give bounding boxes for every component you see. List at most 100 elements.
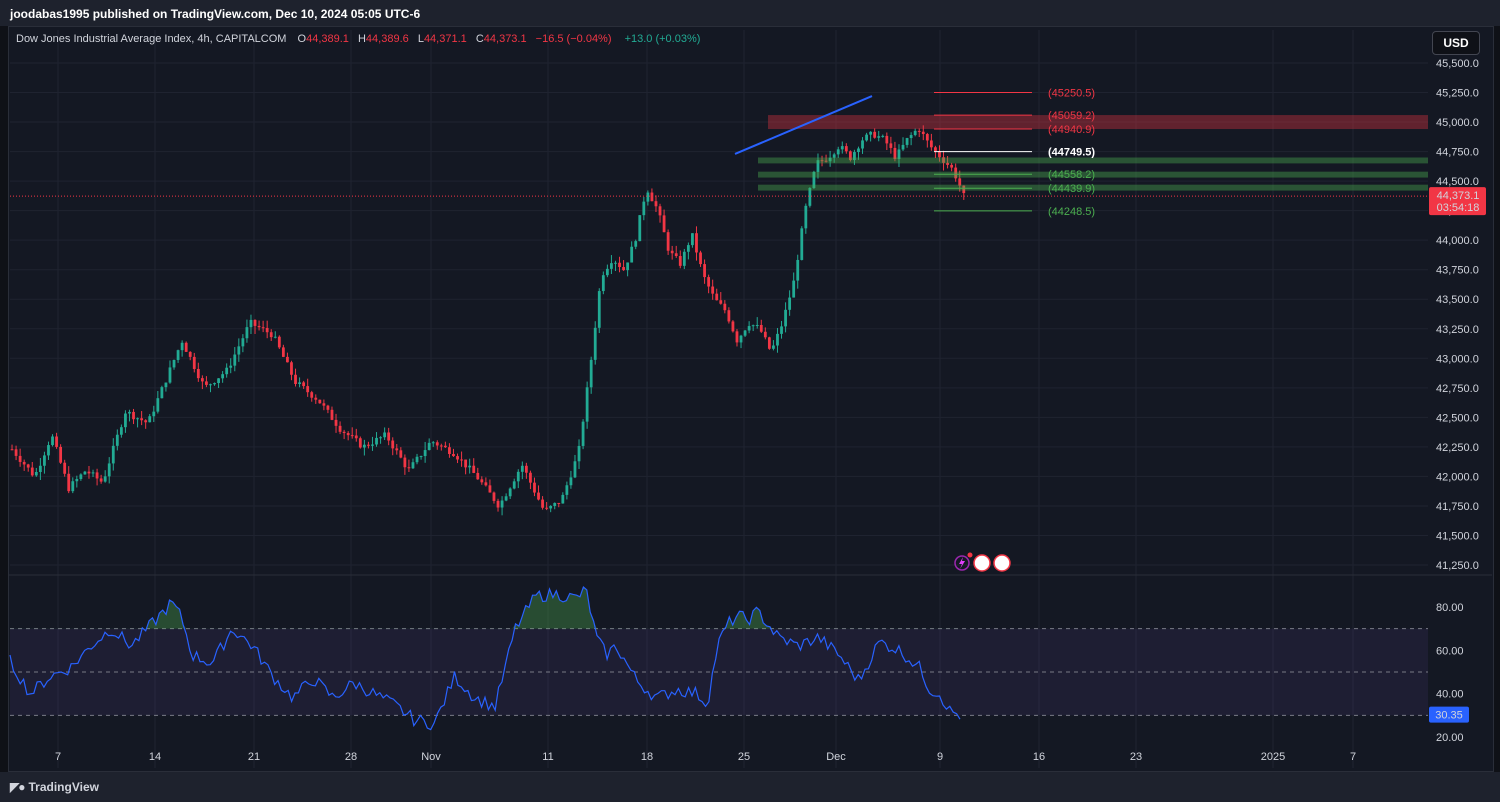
candle bbox=[460, 451, 463, 467]
time-tick-label: 25 bbox=[738, 751, 750, 763]
candle bbox=[796, 254, 800, 289]
price-tick-label: 44,500.0 bbox=[1436, 176, 1479, 188]
candle bbox=[91, 469, 95, 478]
price-tick-label: 45,500.0 bbox=[1436, 58, 1479, 70]
candle-body bbox=[419, 456, 423, 458]
currency-button[interactable]: USD bbox=[1432, 31, 1480, 55]
candle-body bbox=[589, 359, 593, 388]
candle bbox=[917, 128, 921, 138]
candle bbox=[192, 352, 196, 373]
tradingview-logo[interactable]: ◤● TradingView bbox=[10, 780, 99, 794]
candle bbox=[601, 271, 605, 295]
candle bbox=[281, 344, 285, 358]
candle-body bbox=[290, 362, 293, 375]
price-tick-label: 42,000.0 bbox=[1436, 471, 1479, 483]
candle-body bbox=[929, 140, 933, 148]
candle bbox=[808, 187, 812, 208]
candle-body bbox=[857, 148, 860, 153]
close-key: C bbox=[475, 33, 484, 45]
candle-body bbox=[824, 160, 828, 162]
candle-body bbox=[962, 185, 966, 194]
candle-body bbox=[111, 445, 115, 464]
candle bbox=[43, 451, 46, 474]
candle bbox=[533, 477, 536, 497]
candle-body bbox=[520, 465, 524, 472]
candle-body bbox=[901, 144, 905, 150]
price-tick-label: 42,250.0 bbox=[1436, 442, 1479, 454]
candle bbox=[763, 327, 767, 340]
candle bbox=[682, 248, 686, 270]
candle-body bbox=[934, 147, 937, 152]
candle bbox=[140, 411, 144, 426]
change-value: −16.5 (−0.04%) bbox=[535, 33, 612, 45]
candle-body bbox=[83, 471, 87, 475]
candle-body bbox=[537, 492, 540, 500]
candle bbox=[439, 443, 443, 451]
candle-body bbox=[403, 457, 407, 468]
candle-body bbox=[731, 321, 735, 332]
candle bbox=[115, 429, 119, 451]
candle bbox=[529, 470, 532, 490]
candle-body bbox=[55, 436, 58, 447]
trendline bbox=[734, 95, 873, 155]
candle bbox=[573, 454, 577, 479]
candle-body bbox=[812, 171, 816, 188]
candle bbox=[330, 406, 334, 421]
candle bbox=[407, 459, 411, 472]
rsi-tick-label: 60.00 bbox=[1436, 645, 1464, 657]
candle-body bbox=[800, 228, 804, 260]
candle bbox=[472, 458, 476, 474]
candle bbox=[310, 390, 314, 402]
candle bbox=[678, 250, 682, 269]
candle-body bbox=[545, 507, 549, 509]
candle bbox=[480, 476, 484, 485]
candle bbox=[946, 156, 949, 169]
candle-body bbox=[735, 331, 739, 343]
candle bbox=[881, 134, 885, 138]
candle-body bbox=[755, 324, 759, 326]
candle-body bbox=[379, 437, 382, 439]
candle-body bbox=[452, 453, 455, 457]
time-tick-label: 7 bbox=[1350, 751, 1356, 763]
candle-body bbox=[330, 409, 334, 420]
candle bbox=[354, 428, 358, 442]
open-key: O bbox=[297, 33, 307, 45]
candle bbox=[597, 288, 601, 334]
candle-body bbox=[269, 332, 273, 338]
candle bbox=[249, 314, 253, 335]
candle bbox=[427, 438, 431, 451]
candle bbox=[322, 399, 326, 411]
open-value: 44,389.1 bbox=[306, 33, 349, 45]
candle-body bbox=[318, 399, 322, 404]
candle-body bbox=[277, 336, 281, 348]
price-zone bbox=[758, 171, 1428, 178]
price-tick-label: 43,500.0 bbox=[1436, 294, 1479, 306]
price-zone bbox=[758, 184, 1428, 191]
candle-body bbox=[909, 135, 913, 139]
candle bbox=[848, 150, 852, 162]
ohlc-legend: Dow Jones Industrial Average Index, 4h, … bbox=[16, 33, 700, 45]
candle-body bbox=[650, 192, 654, 202]
level-label: (44248.5) bbox=[1048, 206, 1095, 218]
candle bbox=[180, 340, 184, 357]
candle-body bbox=[630, 246, 634, 263]
rsi-tick-label: 20.00 bbox=[1436, 732, 1464, 744]
candle-body bbox=[26, 464, 30, 468]
candle-body bbox=[759, 324, 763, 332]
candle bbox=[626, 262, 630, 277]
candle bbox=[897, 144, 901, 167]
candle bbox=[703, 259, 706, 284]
candle bbox=[776, 327, 779, 353]
candle-body bbox=[670, 250, 674, 254]
candle bbox=[423, 441, 427, 463]
candle bbox=[217, 378, 220, 389]
current-price-label: 44,373.1 bbox=[1437, 190, 1480, 202]
candle-body bbox=[95, 472, 99, 479]
candle-body bbox=[156, 398, 160, 412]
candle bbox=[836, 146, 840, 158]
high-key: H bbox=[357, 33, 366, 45]
candle-body bbox=[140, 418, 144, 421]
candle-body bbox=[423, 450, 427, 457]
candle bbox=[905, 137, 909, 148]
